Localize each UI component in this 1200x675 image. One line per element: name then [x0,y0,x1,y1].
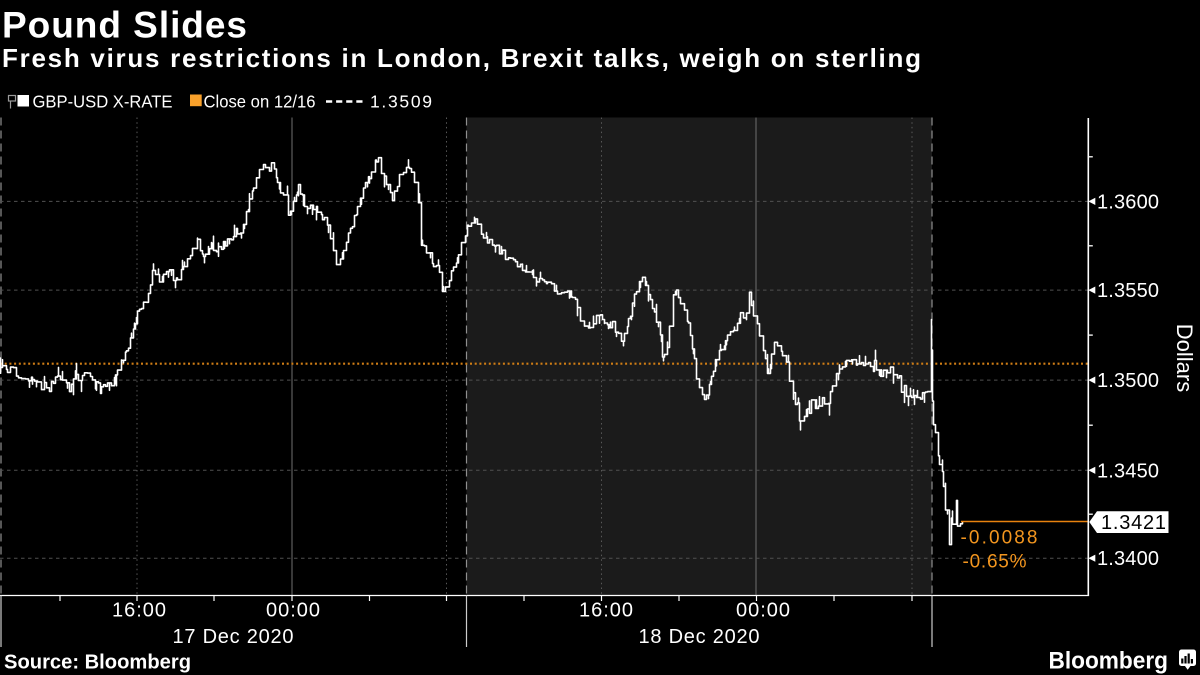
svg-text:Close on 12/16: Close on 12/16 [204,92,316,112]
svg-text:Bloomberg: Bloomberg [1049,648,1169,675]
svg-text:Dollars: Dollars [1172,324,1197,392]
svg-text:-0.65%: -0.65% [963,552,1027,573]
svg-text:16:00: 16:00 [579,600,633,622]
svg-text:00:00: 00:00 [266,600,320,622]
svg-text:18 Dec 2020: 18 Dec 2020 [639,626,760,648]
svg-text:Fresh virus restrictions in Lo: Fresh virus restrictions in London, Brex… [2,43,921,73]
svg-text:17 Dec 2020: 17 Dec 2020 [173,626,294,648]
svg-text:1.3421: 1.3421 [1101,512,1166,534]
svg-text:Pound Slides: Pound Slides [2,5,247,46]
svg-text:GBP-USD X-RATE: GBP-USD X-RATE [33,92,173,112]
svg-text:00:00: 00:00 [736,600,790,622]
svg-text:1.3450: 1.3450 [1097,460,1159,482]
svg-text:1.3550: 1.3550 [1097,280,1159,302]
svg-text:1.3400: 1.3400 [1097,548,1159,570]
svg-text:16:00: 16:00 [112,600,166,622]
svg-text:Source: Bloomberg: Source: Bloomberg [4,652,191,674]
svg-text:-0.0088: -0.0088 [961,528,1038,549]
svg-text:1.3509: 1.3509 [370,92,432,112]
svg-text:1.3600: 1.3600 [1097,191,1159,213]
svg-text:1.3500: 1.3500 [1097,370,1159,392]
